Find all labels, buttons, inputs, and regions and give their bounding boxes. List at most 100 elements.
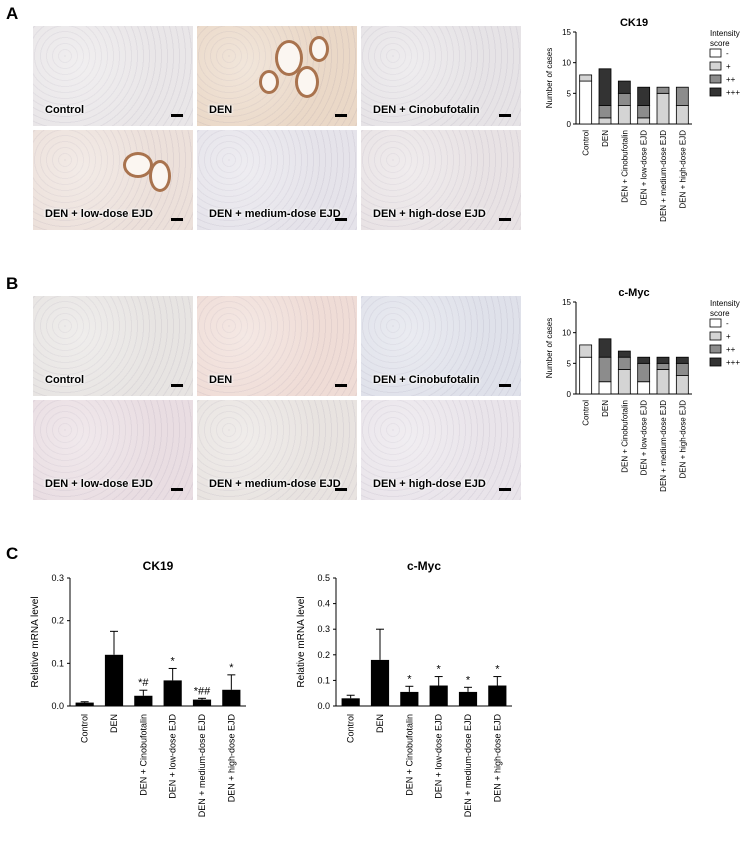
micrograph-label: DEN + high-dose EJD (373, 208, 486, 220)
stacked-bar-segment (637, 381, 651, 395)
stacked-bar-segment (617, 105, 631, 125)
micrograph-tile: DEN (197, 296, 357, 396)
x-tick-label: DEN + medium-dose EJD (197, 714, 207, 818)
y-tick-label: 10 (562, 59, 571, 68)
micrograph-label: Control (45, 104, 85, 116)
stacked-bar-segment (675, 362, 689, 377)
panel-letter-b: B (6, 274, 19, 293)
stacked-bar-segment (675, 356, 689, 364)
scale-bar (171, 114, 183, 117)
stacked-bar-segment (656, 362, 670, 370)
significance-label: * (495, 664, 500, 676)
y-tick-label: 0 (567, 390, 572, 399)
scale-bar (499, 218, 511, 221)
x-tick-label: DEN + low-dose EJD (434, 714, 444, 799)
stacked-bar-segment (656, 356, 670, 364)
micrograph-tile: DEN + low-dose EJD (33, 130, 193, 230)
bar (104, 654, 124, 706)
panel-letter-c: C (6, 544, 19, 563)
cmyc-mrna-bar-chart: c-Myc 0.0 0.1 0.2 0.3 0.4 0.5 Relative mRNA lev… (296, 559, 512, 818)
micrograph-label: DEN + high-dose EJD (373, 478, 486, 490)
x-tick-label: DEN + low-dose EJD (168, 714, 178, 799)
x-tick-label: DEN + medium-dose EJD (463, 714, 473, 818)
significance-label: *# (138, 677, 149, 689)
stacked-bar-segment (598, 356, 612, 383)
legend-title: Intensity (710, 299, 740, 308)
x-tick-label: DEN (601, 400, 610, 417)
x-tick-label: Control (582, 130, 591, 156)
significance-label: * (437, 664, 442, 676)
stacked-bar-segment (598, 68, 612, 106)
stacked-bar-segment (579, 344, 593, 358)
micrograph-tile: DEN + Cinobufotalin (361, 296, 521, 396)
stacked-bar-segment (617, 369, 631, 395)
scale-bar (499, 384, 511, 387)
bar (341, 698, 360, 706)
legend-label: +++ (726, 358, 740, 367)
x-tick-label: DEN (601, 130, 610, 147)
y-axis-label: Number of cases (545, 48, 554, 108)
x-tick-label: DEN + low-dose EJD (640, 400, 649, 476)
legend-label: - (726, 49, 729, 58)
micrograph-tile: Control (33, 26, 193, 126)
y-axis-label: Relative mRNA level (296, 596, 307, 687)
micrograph-tile: DEN + medium-dose EJD (197, 400, 357, 500)
ck19-ihc-stacked-chart: CK19 0 5 10 15 Number of cases Control DEN DEN +… (545, 17, 740, 222)
chart-title: CK19 (143, 559, 174, 573)
legend-swatch (709, 318, 722, 328)
legend-swatch (709, 87, 722, 97)
y-tick-label: 5 (567, 89, 572, 98)
micrograph-label: DEN (209, 104, 233, 116)
bar (400, 691, 419, 706)
x-tick-label: DEN (109, 714, 119, 733)
bar (429, 685, 448, 706)
micrograph-tile: DEN + medium-dose EJD (197, 130, 357, 230)
cmyc-ihc-stacked-chart: c-Myc 0 5 10 15 Number of cases Control DEN DEN … (545, 287, 740, 492)
x-tick-label: DEN + high-dose EJD (678, 130, 687, 209)
y-axis-label: Number of cases (545, 318, 554, 378)
micrograph-tile: DEN + high-dose EJD (361, 400, 521, 500)
micrograph-label: DEN + low-dose EJD (45, 478, 153, 490)
y-tick-label: 15 (562, 298, 571, 307)
bar (370, 659, 390, 706)
stacked-bar-segment (637, 356, 651, 364)
stacked-bar-segment (656, 369, 670, 395)
bar (488, 685, 507, 706)
chart-title: c-Myc (618, 287, 649, 299)
significance-label: *## (194, 685, 211, 697)
y-tick-label: 0.2 (317, 650, 330, 660)
micrograph-label: DEN + Cinobufotalin (373, 374, 480, 386)
x-tick-label: DEN + Cinobufotalin (138, 714, 148, 796)
stacked-bar-segment (617, 356, 631, 370)
scale-bar (171, 218, 183, 221)
legend-label: + (726, 62, 731, 71)
x-tick-label: Control (582, 400, 591, 426)
stacked-bar-segment (617, 80, 631, 94)
stacked-bar-segment (617, 92, 631, 107)
bar (134, 695, 153, 706)
stacked-bar-segment (637, 362, 651, 383)
legend-label: + (726, 332, 731, 341)
y-tick-label: 15 (562, 28, 571, 37)
legend-title: score (710, 309, 730, 318)
y-tick-label: 10 (562, 329, 571, 338)
duct-structure (259, 70, 279, 94)
y-tick-label: 0.3 (317, 624, 330, 634)
chart-title: c-Myc (407, 559, 441, 573)
significance-label: * (229, 662, 234, 674)
stacked-bar-segment (598, 117, 612, 125)
stacked-bar-segment (579, 74, 593, 82)
legend-swatch (709, 331, 722, 341)
legend-swatch (709, 74, 722, 84)
legend-label: +++ (726, 88, 740, 97)
legend-label: ++ (726, 345, 736, 354)
y-tick-label: 0.3 (51, 573, 64, 583)
stacked-bar-segment (617, 350, 631, 358)
y-axis-label: Relative mRNA level (30, 596, 41, 687)
bar (192, 699, 212, 706)
x-tick-label: DEN + high-dose EJD (492, 714, 502, 803)
micrograph-tile: DEN (197, 26, 357, 126)
stacked-bar-segment (656, 86, 670, 94)
x-tick-label: DEN + low-dose EJD (640, 130, 649, 206)
stacked-bar-segment (675, 86, 689, 106)
